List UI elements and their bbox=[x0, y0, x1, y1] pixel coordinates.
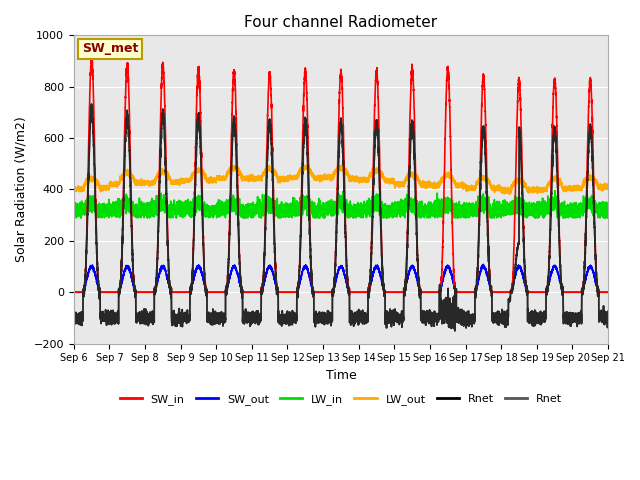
SW_in bbox=[252, 289, 259, 295]
Rnet bbox=[604, 314, 612, 320]
Rnet bbox=[323, 314, 330, 320]
Text: SW_met: SW_met bbox=[82, 42, 138, 55]
Rnet bbox=[451, 328, 459, 334]
LW_in bbox=[461, 204, 468, 209]
Line: Rnet: Rnet bbox=[74, 104, 608, 331]
SW_out bbox=[70, 289, 77, 295]
LW_out bbox=[575, 187, 583, 192]
SW_in bbox=[70, 289, 77, 295]
Rnet bbox=[575, 321, 583, 327]
LW_out bbox=[461, 184, 468, 190]
SW_in bbox=[604, 289, 612, 295]
SW_in bbox=[575, 289, 583, 295]
SW_in bbox=[582, 225, 589, 231]
Rnet bbox=[323, 314, 330, 320]
SW_in bbox=[461, 289, 468, 295]
Rnet bbox=[252, 310, 259, 316]
Rnet bbox=[252, 310, 259, 316]
LW_out bbox=[252, 177, 259, 183]
Rnet bbox=[451, 328, 459, 334]
Rnet bbox=[582, 240, 589, 245]
LW_in bbox=[323, 205, 330, 211]
X-axis label: Time: Time bbox=[326, 369, 356, 382]
SW_out bbox=[582, 275, 589, 281]
LW_out bbox=[70, 189, 77, 195]
LW_in bbox=[582, 201, 589, 207]
Rnet bbox=[88, 101, 95, 107]
Rnet bbox=[88, 101, 95, 107]
LW_out bbox=[506, 192, 513, 197]
LW_out bbox=[476, 177, 483, 182]
LW_in bbox=[252, 206, 259, 212]
Line: SW_in: SW_in bbox=[74, 57, 608, 292]
LW_in bbox=[575, 201, 583, 206]
Rnet bbox=[476, 211, 483, 216]
Line: LW_in: LW_in bbox=[74, 191, 608, 218]
Y-axis label: Solar Radiation (W/m2): Solar Radiation (W/m2) bbox=[15, 117, 28, 263]
SW_in bbox=[476, 199, 483, 205]
SW_out bbox=[476, 273, 483, 278]
Rnet bbox=[70, 318, 77, 324]
Rnet bbox=[461, 314, 468, 320]
LW_in bbox=[551, 188, 559, 193]
SW_out bbox=[575, 289, 583, 295]
SW_out bbox=[323, 289, 330, 295]
LW_in bbox=[604, 215, 612, 221]
Rnet bbox=[461, 314, 468, 320]
Line: Rnet: Rnet bbox=[74, 104, 608, 331]
LW_in bbox=[476, 209, 483, 215]
SW_out bbox=[252, 289, 259, 295]
SW_out bbox=[604, 289, 612, 295]
LW_out bbox=[582, 180, 589, 185]
Line: LW_out: LW_out bbox=[74, 165, 608, 194]
SW_out bbox=[479, 262, 487, 267]
SW_in bbox=[88, 54, 95, 60]
LW_out bbox=[323, 173, 330, 179]
Line: SW_out: SW_out bbox=[74, 264, 608, 292]
Legend: SW_in, SW_out, LW_in, LW_out, Rnet, Rnet: SW_in, SW_out, LW_in, LW_out, Rnet, Rnet bbox=[115, 389, 567, 409]
Title: Four channel Radiometer: Four channel Radiometer bbox=[244, 15, 438, 30]
SW_in bbox=[323, 289, 330, 295]
Rnet bbox=[582, 240, 589, 245]
Rnet bbox=[476, 211, 483, 216]
Rnet bbox=[70, 318, 77, 324]
LW_in bbox=[72, 215, 80, 221]
LW_out bbox=[604, 185, 612, 191]
SW_out bbox=[460, 289, 468, 295]
LW_out bbox=[305, 162, 312, 168]
LW_in bbox=[70, 212, 77, 217]
Rnet bbox=[604, 314, 612, 320]
Rnet bbox=[575, 321, 583, 327]
